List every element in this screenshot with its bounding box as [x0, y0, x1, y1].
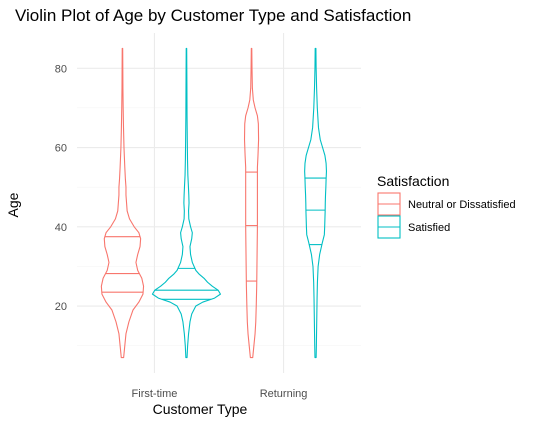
y-tick-label-20: 20	[55, 301, 67, 313]
legend-label-neutral-or-dissatisfied: Neutral or Dissatisfied	[408, 199, 516, 211]
x-tick-label-0: First-time	[132, 388, 178, 400]
y-tick-labels: 20 40 60 80	[55, 63, 67, 313]
violin-satisfied-returning	[304, 47, 327, 359]
y-tick-label-80: 80	[55, 63, 67, 75]
y-tick-label-60: 60	[55, 143, 67, 155]
violin-neutral-or-dissatisfied-first-time	[100, 47, 145, 359]
violins	[100, 47, 327, 359]
legend: Satisfaction Neutral or Dissatisfied Sati…	[377, 173, 516, 239]
x-axis-title: Customer Type	[153, 401, 248, 417]
chart-title: Violin Plot of Age by Customer Type and …	[15, 6, 411, 25]
y-tick-label-40: 40	[55, 222, 67, 234]
legend-label-satisfied: Satisfied	[408, 222, 450, 234]
legend-entry-satisfied: Satisfied	[377, 215, 450, 239]
y-axis-title: Age	[5, 192, 21, 217]
legend-title: Satisfaction	[377, 173, 449, 189]
violin-neutral-or-dissatisfied-returning	[243, 47, 260, 359]
legend-entry-neutral-or-dissatisfied: Neutral or Dissatisfied	[377, 192, 516, 216]
x-tick-labels: First-time Returning	[132, 388, 308, 400]
grid-lines	[77, 33, 361, 373]
x-tick-label-1: Returning	[260, 388, 308, 400]
violin-satisfied-first-time	[151, 47, 221, 359]
